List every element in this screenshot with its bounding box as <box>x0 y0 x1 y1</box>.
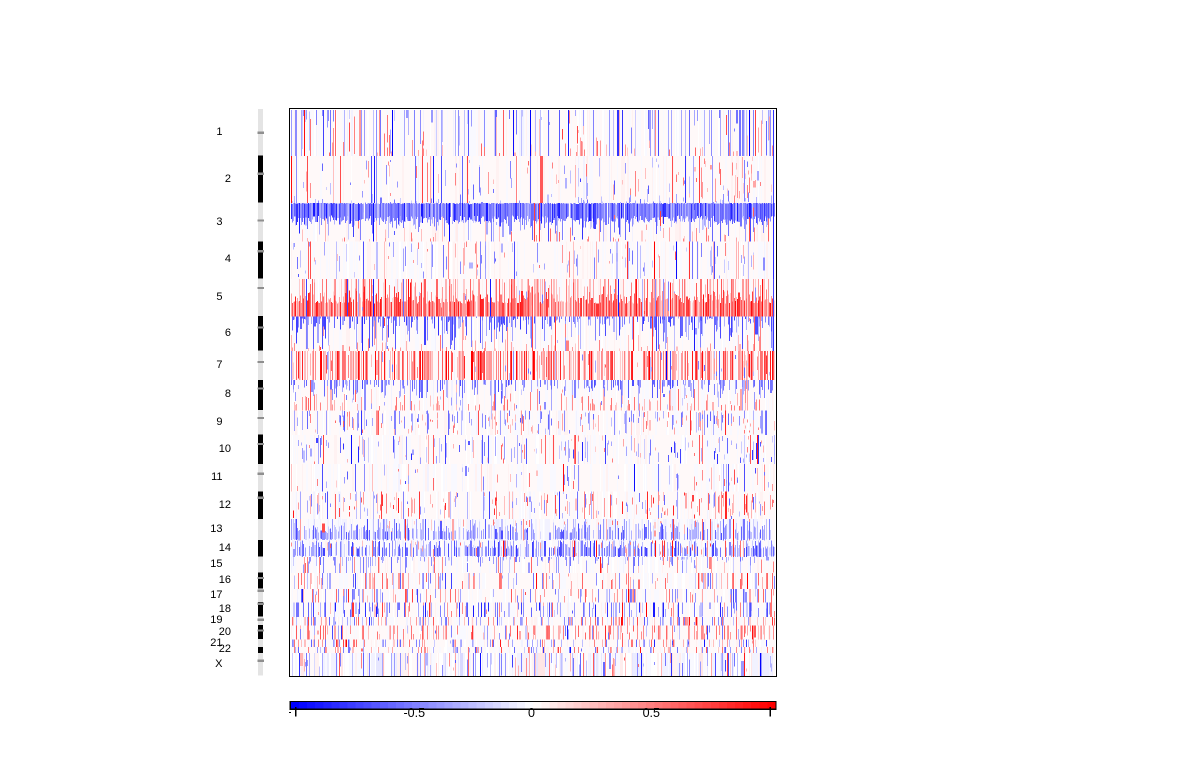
svg-text:0.5: 0.5 <box>643 706 660 720</box>
svg-text:0: 0 <box>528 706 535 720</box>
svg-text:-0.5: -0.5 <box>404 706 426 720</box>
